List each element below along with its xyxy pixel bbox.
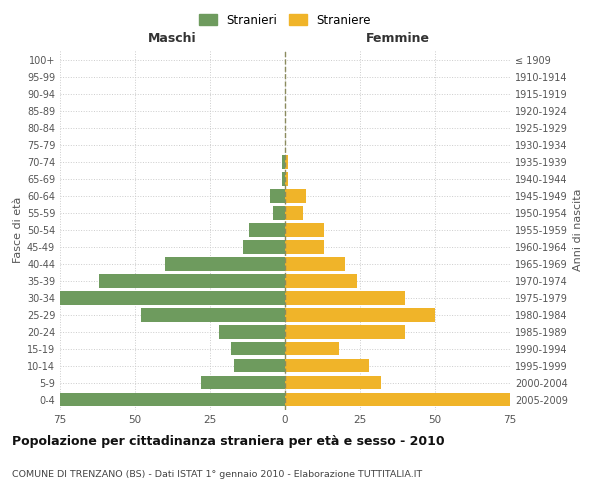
Bar [285,342,339,355]
Bar [285,359,369,372]
Y-axis label: Fasce di età: Fasce di età [13,197,23,263]
Bar [99,274,285,287]
Legend: Stranieri, Straniere: Stranieri, Straniere [194,9,376,32]
Bar [285,258,345,270]
Bar [165,258,285,270]
Bar [231,342,285,355]
Bar [285,172,288,186]
Bar [285,156,288,168]
Bar [60,292,285,304]
Text: Femmine: Femmine [365,32,430,45]
Text: Maschi: Maschi [148,32,197,45]
Bar [285,393,510,406]
Bar [201,376,285,390]
Text: Popolazione per cittadinanza straniera per età e sesso - 2010: Popolazione per cittadinanza straniera p… [12,435,445,448]
Bar [219,326,285,338]
Bar [243,240,285,254]
Bar [285,274,357,287]
Bar [249,224,285,236]
Y-axis label: Anni di nascita: Anni di nascita [573,188,583,271]
Bar [282,156,285,168]
Bar [285,206,303,220]
Bar [285,292,405,304]
Text: COMUNE DI TRENZANO (BS) - Dati ISTAT 1° gennaio 2010 - Elaborazione TUTTITALIA.I: COMUNE DI TRENZANO (BS) - Dati ISTAT 1° … [12,470,422,479]
Bar [270,190,285,202]
Bar [285,308,435,322]
Bar [285,224,324,236]
Bar [60,393,285,406]
Bar [273,206,285,220]
Bar [234,359,285,372]
Bar [285,190,306,202]
Bar [285,326,405,338]
Bar [285,240,324,254]
Bar [282,172,285,186]
Bar [285,376,381,390]
Bar [141,308,285,322]
